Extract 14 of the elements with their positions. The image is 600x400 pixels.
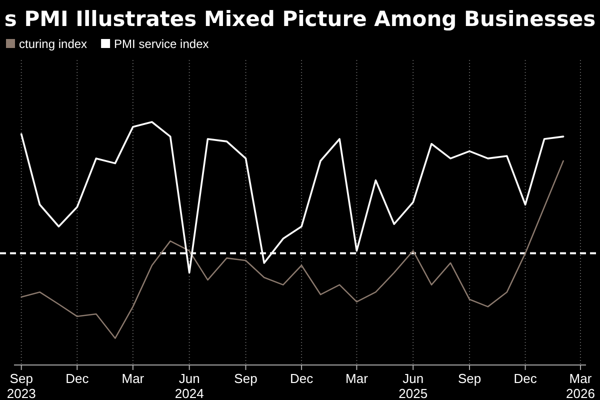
x-tick-label: Sep 2023 [6, 371, 36, 400]
x-tick-label: Mar [346, 371, 369, 386]
legend-label: PMI service index [114, 37, 209, 51]
chart-title: s PMI Illustrates Mixed Picture Among Businesses [4, 7, 596, 31]
x-tick-label: Dec [514, 371, 538, 386]
x-tick-label: Mar [122, 371, 145, 386]
x-tick-label: Jun 2024 [174, 371, 204, 400]
x-tick-label: Dec [290, 371, 314, 386]
x-tick-label: Sep [234, 371, 258, 386]
x-tick-label: Sep [458, 371, 482, 386]
legend-label: cturing index [19, 37, 88, 51]
x-tick-label: Jun 2025 [398, 371, 428, 400]
x-tick-label: Mar 2026 [566, 371, 595, 400]
x-tick-label: Dec [66, 371, 90, 386]
